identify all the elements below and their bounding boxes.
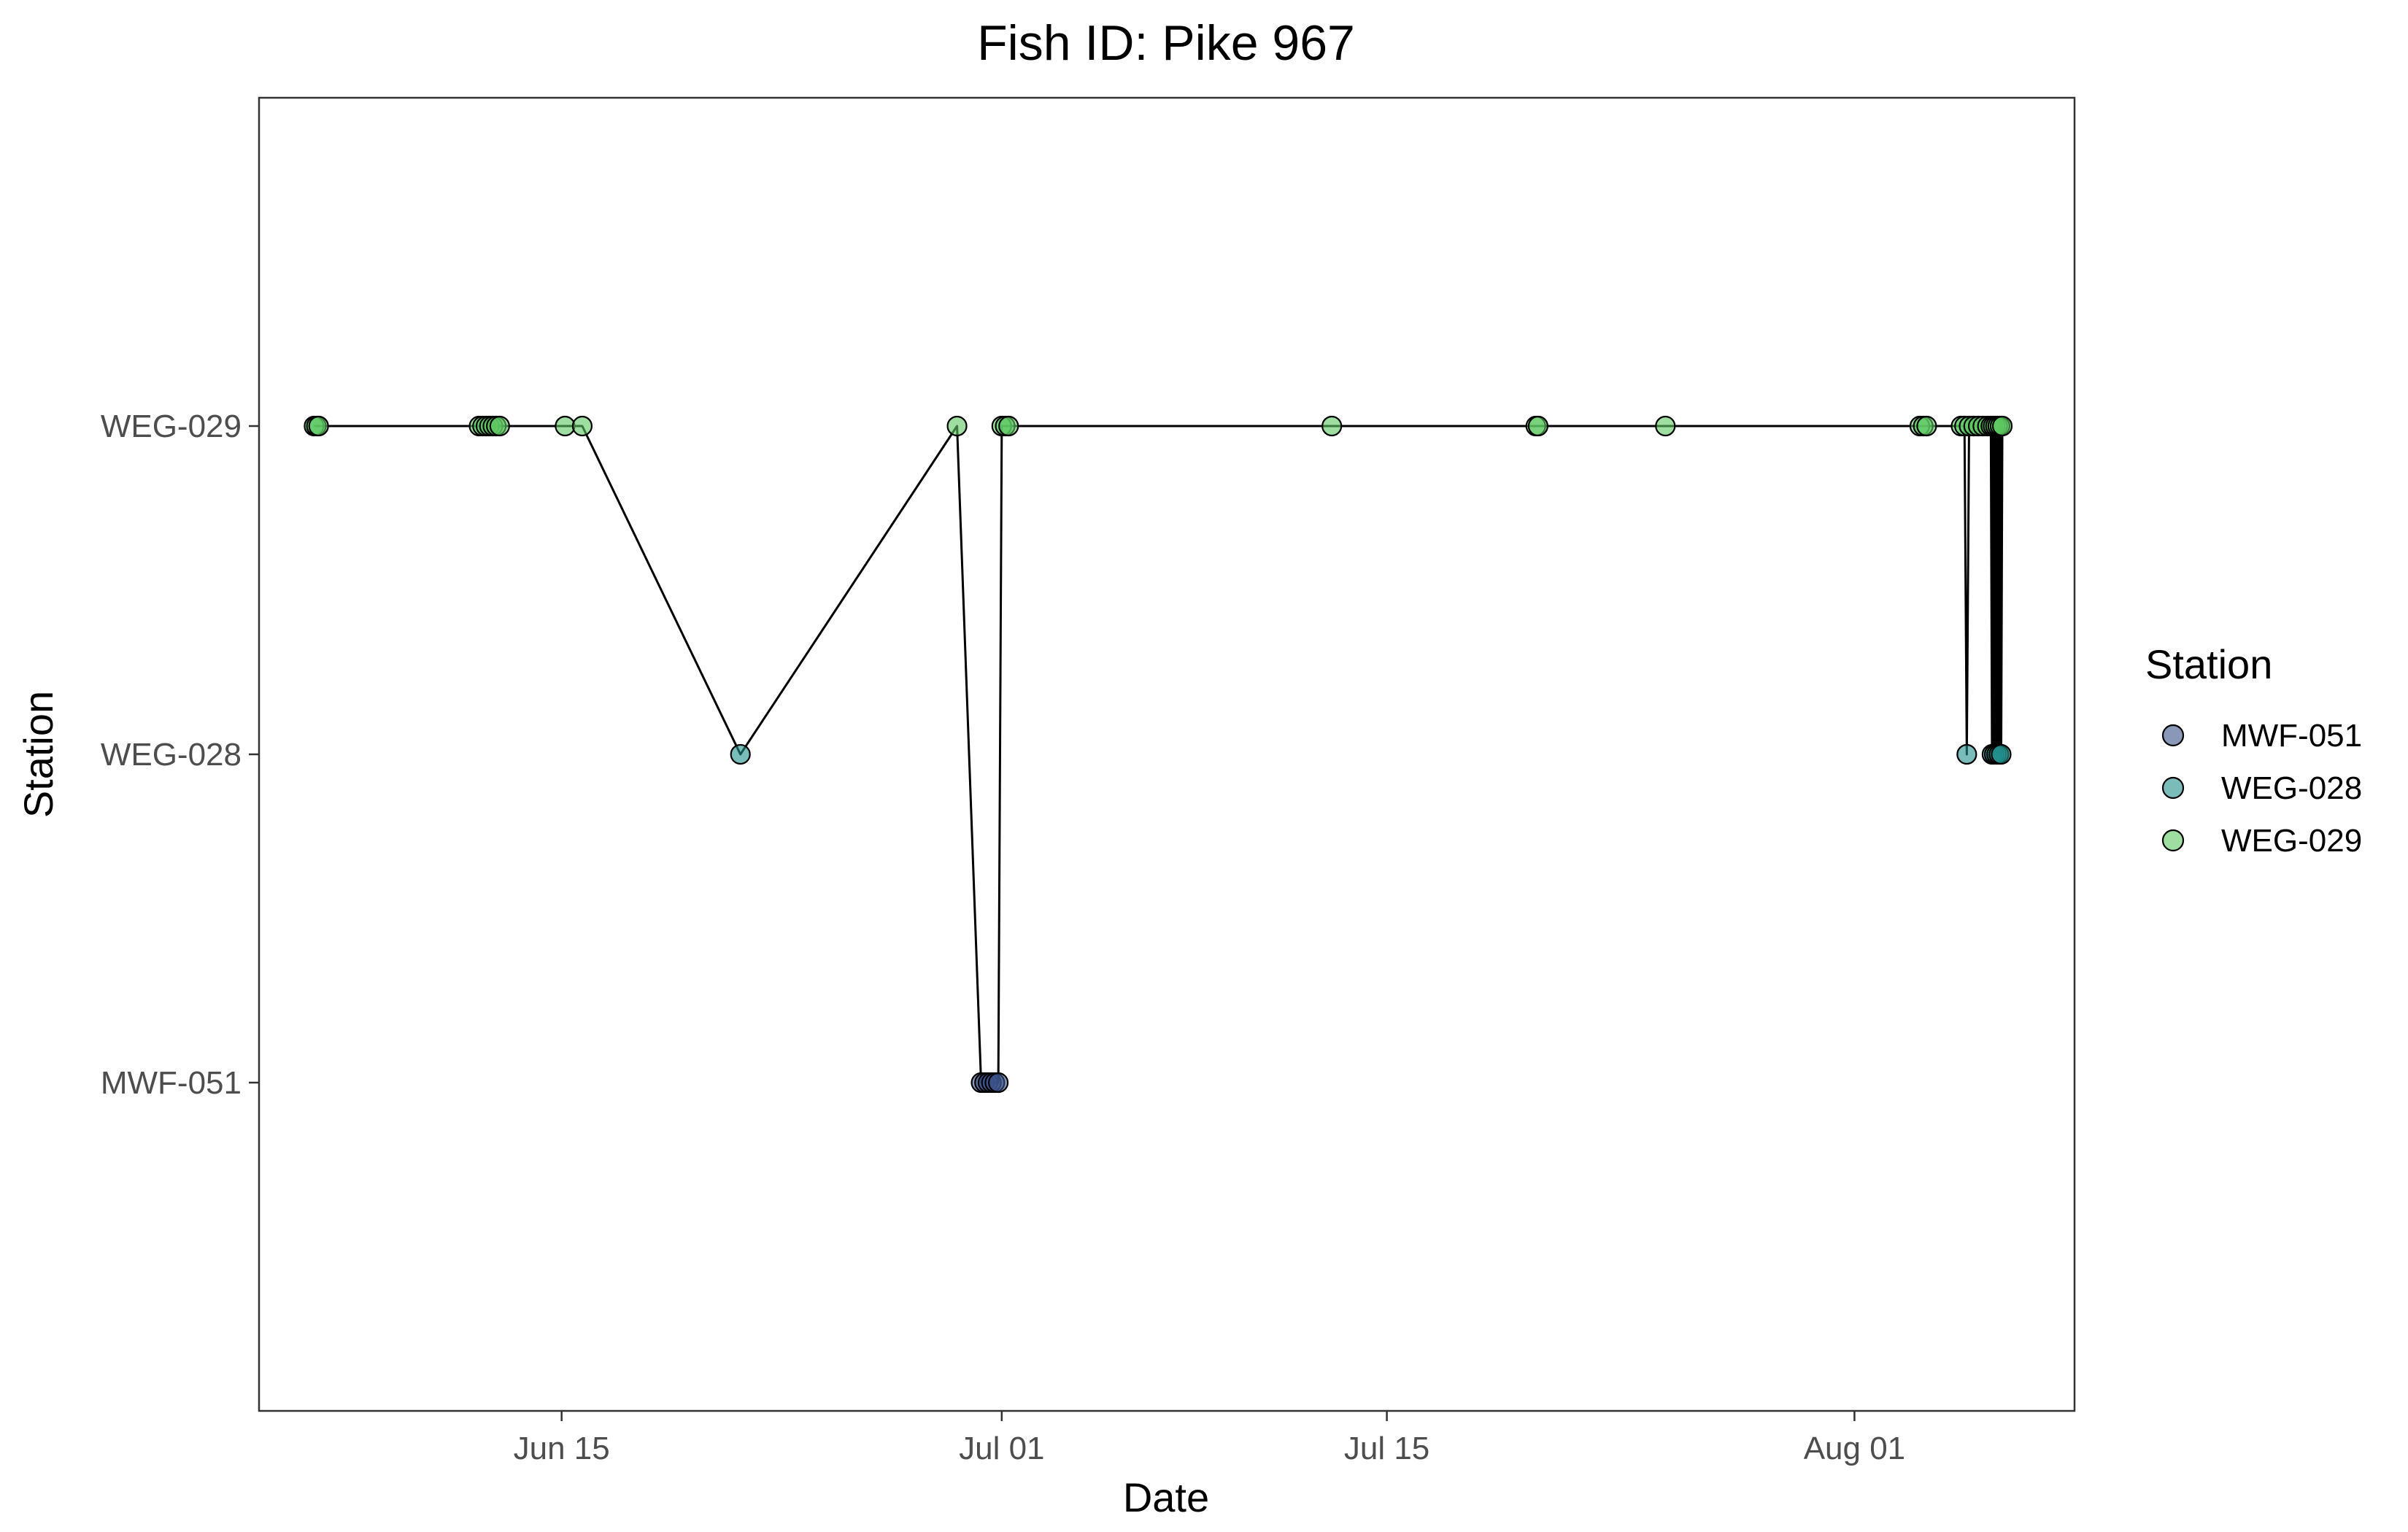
data-points (304, 415, 2013, 1094)
data-point (1991, 415, 2013, 437)
data-point (998, 415, 1019, 437)
data-point (1956, 743, 1977, 765)
x-tick-label: Jul 01 (959, 1431, 1044, 1466)
legend-key (2161, 829, 2185, 852)
legend: Station MWF-051 WEG-028 WEG-029 (2145, 641, 2362, 859)
data-point (946, 415, 968, 437)
legend-key (2161, 724, 2185, 747)
data-point (1655, 415, 1676, 437)
legend-label: WEG-029 (2221, 823, 2362, 859)
y-tick-label: WEG-029 (101, 409, 242, 444)
data-point (308, 415, 329, 437)
data-point (571, 415, 593, 437)
data-point (1527, 415, 1549, 437)
data-point (489, 415, 510, 437)
y-axis: MWF-051 WEG-028 WEG-029 (101, 409, 259, 1101)
legend-label: MWF-051 (2221, 718, 2362, 754)
y-tick-label: WEG-028 (101, 737, 242, 773)
legend-title: Station (2145, 641, 2272, 687)
y-tick-label: MWF-051 (101, 1065, 242, 1101)
data-point (730, 743, 751, 765)
data-point (1916, 415, 1937, 437)
x-axis: Jun 15 Jul 01 Jul 15 Aug 01 (514, 1411, 1905, 1466)
x-tick-label: Jul 15 (1344, 1431, 1429, 1466)
x-tick-label: Aug 01 (1804, 1431, 1905, 1466)
data-point (1321, 415, 1343, 437)
legend-key (2161, 776, 2185, 800)
data-point (988, 1072, 1009, 1094)
legend-entries: MWF-051 WEG-028 WEG-029 (2161, 718, 2362, 859)
x-axis-title: Date (1123, 1474, 1209, 1520)
legend-label: WEG-028 (2221, 770, 2362, 806)
data-point (1991, 743, 2012, 765)
chart-title: Fish ID: Pike 967 (977, 15, 1355, 71)
plot-panel (259, 98, 2075, 1411)
x-tick-label: Jun 15 (514, 1431, 610, 1466)
data-point (555, 415, 576, 437)
y-axis-title: Station (15, 691, 61, 818)
